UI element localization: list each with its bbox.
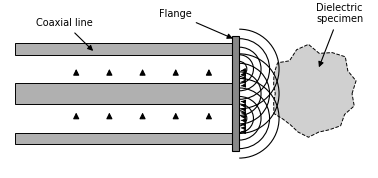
Bar (15, 83, 235, 104)
Text: Coaxial line: Coaxial line (36, 18, 93, 50)
Text: Dielectric
specimen: Dielectric specimen (316, 3, 363, 66)
Polygon shape (274, 44, 356, 137)
Bar (15, 132, 235, 144)
Text: Flange: Flange (160, 9, 232, 38)
Bar (15, 43, 235, 55)
Bar (232, 36, 239, 151)
